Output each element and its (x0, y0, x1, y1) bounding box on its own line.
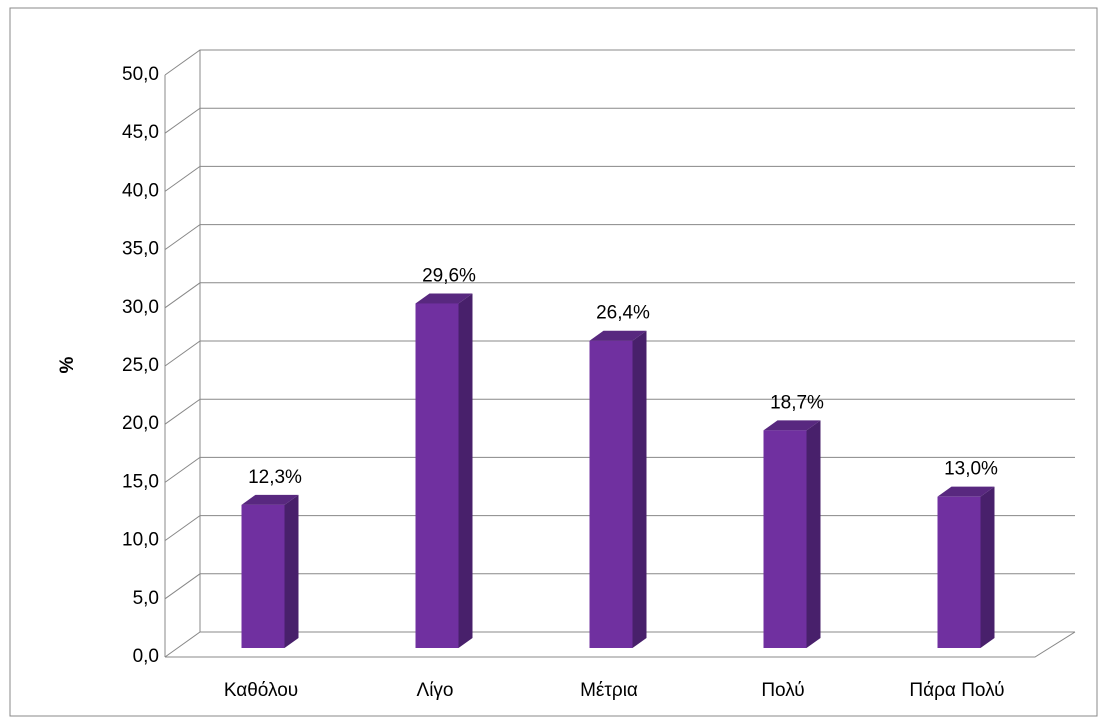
x-tick-label: Καθόλου (224, 680, 298, 701)
grid-line (164, 398, 1075, 425)
data-label: 29,6% (422, 265, 476, 286)
bar (763, 430, 807, 648)
floor (165, 631, 1076, 658)
bar (589, 340, 633, 648)
grid-line (164, 107, 1075, 134)
grid-line (164, 340, 1075, 367)
grid-line (164, 165, 1075, 192)
bar-top (763, 420, 821, 431)
data-label: 18,7% (770, 392, 824, 413)
y-axis-label: % (57, 356, 78, 373)
bar-side (284, 494, 299, 648)
bar-side (980, 486, 995, 648)
grid-line (164, 282, 1075, 309)
bar-top (937, 486, 995, 497)
y-tick-label: 50,0 (122, 64, 159, 85)
bar-top (415, 293, 473, 304)
grid-line (164, 224, 1075, 251)
y-tick-label: 45,0 (122, 122, 159, 143)
grid-line (164, 49, 1075, 76)
data-label: 26,4% (596, 303, 650, 324)
y-tick-label: 0,0 (133, 646, 159, 667)
x-tick-label: Μέτρια (580, 680, 638, 701)
bar (937, 496, 981, 648)
y-tick-label: 30,0 (122, 297, 159, 318)
bar-side (632, 330, 647, 648)
bar (415, 303, 459, 648)
y-tick-label: 40,0 (122, 180, 159, 201)
x-tick-label: Λίγο (417, 680, 454, 701)
data-label: 12,3% (248, 467, 302, 488)
bar-side (458, 293, 473, 648)
bar-top (241, 494, 299, 505)
chart-border (9, 7, 1098, 717)
x-tick-label: Πάρα Πολύ (909, 680, 1004, 701)
bar (241, 504, 285, 648)
data-label: 13,0% (944, 459, 998, 480)
y-tick-label: 5,0 (133, 588, 159, 609)
bar-side (806, 420, 821, 648)
y-tick-label: 15,0 (122, 471, 159, 492)
y-tick-label: 35,0 (122, 239, 159, 260)
y-tick-label: 10,0 (122, 530, 159, 551)
y-tick-label: 25,0 (122, 355, 159, 376)
y-tick-label: 20,0 (122, 413, 159, 434)
bar-top (589, 330, 647, 341)
x-tick-label: Πολύ (761, 680, 804, 701)
